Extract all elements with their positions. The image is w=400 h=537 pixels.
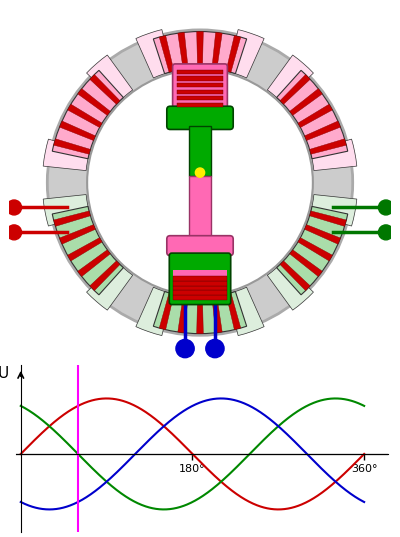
Wedge shape xyxy=(136,30,172,78)
Bar xyxy=(174,286,226,291)
Wedge shape xyxy=(310,139,357,171)
Wedge shape xyxy=(90,75,120,104)
Wedge shape xyxy=(228,287,264,336)
Circle shape xyxy=(7,225,22,240)
Bar xyxy=(174,281,226,286)
Wedge shape xyxy=(153,292,247,333)
FancyBboxPatch shape xyxy=(169,253,231,304)
Wedge shape xyxy=(159,35,174,72)
Wedge shape xyxy=(52,206,123,295)
Circle shape xyxy=(7,200,22,215)
Wedge shape xyxy=(60,121,96,141)
Wedge shape xyxy=(159,293,174,330)
Bar xyxy=(177,70,223,74)
Bar xyxy=(174,277,226,281)
Wedge shape xyxy=(298,238,332,261)
Wedge shape xyxy=(290,89,322,115)
Bar xyxy=(189,176,211,242)
Wedge shape xyxy=(78,89,110,115)
Wedge shape xyxy=(197,32,203,68)
Bar xyxy=(177,96,223,100)
Bar xyxy=(177,90,223,94)
Wedge shape xyxy=(153,32,247,74)
Circle shape xyxy=(206,339,224,358)
Wedge shape xyxy=(212,32,222,69)
Bar xyxy=(189,126,211,176)
Text: U: U xyxy=(0,366,9,381)
Bar xyxy=(174,270,226,277)
FancyBboxPatch shape xyxy=(167,236,233,256)
Wedge shape xyxy=(54,211,90,227)
Wedge shape xyxy=(178,296,188,333)
Wedge shape xyxy=(90,261,120,291)
Wedge shape xyxy=(310,139,346,154)
Wedge shape xyxy=(197,297,203,333)
FancyBboxPatch shape xyxy=(173,64,227,112)
Wedge shape xyxy=(68,104,102,127)
Wedge shape xyxy=(228,30,264,78)
Circle shape xyxy=(176,339,194,358)
Wedge shape xyxy=(78,250,110,277)
Wedge shape xyxy=(304,121,340,141)
Wedge shape xyxy=(136,287,172,336)
Wedge shape xyxy=(298,104,332,127)
Wedge shape xyxy=(54,139,90,154)
Bar xyxy=(177,76,223,81)
Circle shape xyxy=(195,168,205,177)
Wedge shape xyxy=(310,194,357,226)
Wedge shape xyxy=(267,262,314,310)
Wedge shape xyxy=(52,70,123,159)
Wedge shape xyxy=(310,211,346,227)
Wedge shape xyxy=(267,55,314,103)
Wedge shape xyxy=(277,70,348,159)
Circle shape xyxy=(378,225,393,240)
Wedge shape xyxy=(86,55,133,103)
Wedge shape xyxy=(304,224,340,244)
Circle shape xyxy=(378,200,393,215)
FancyBboxPatch shape xyxy=(167,106,233,129)
Wedge shape xyxy=(43,139,90,171)
Wedge shape xyxy=(43,194,90,226)
Wedge shape xyxy=(277,206,348,295)
Wedge shape xyxy=(178,32,188,69)
Circle shape xyxy=(47,30,353,335)
Circle shape xyxy=(87,70,313,295)
Wedge shape xyxy=(212,296,222,333)
Wedge shape xyxy=(226,35,241,72)
Bar xyxy=(174,291,226,295)
Bar xyxy=(174,295,226,300)
Wedge shape xyxy=(280,261,310,291)
Wedge shape xyxy=(68,238,102,261)
Wedge shape xyxy=(290,250,322,277)
Bar xyxy=(177,103,223,107)
Wedge shape xyxy=(280,75,310,104)
Wedge shape xyxy=(226,293,241,330)
Wedge shape xyxy=(86,262,133,310)
Wedge shape xyxy=(60,224,96,244)
Bar xyxy=(177,83,223,87)
